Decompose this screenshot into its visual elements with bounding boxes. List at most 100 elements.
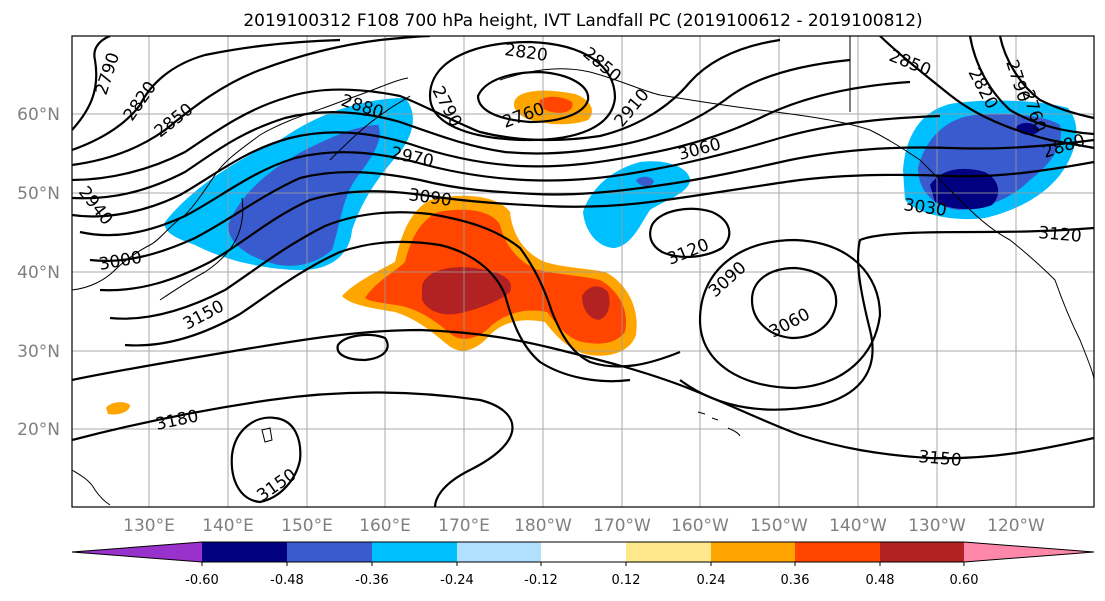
contour-east-2790 <box>998 36 1094 120</box>
lat-label: 20°N <box>17 420 60 440</box>
hawaii <box>697 411 741 437</box>
lon-label: 150°W <box>750 516 808 536</box>
positive-anomaly-central-max <box>422 267 511 315</box>
contour-label: 2850 <box>886 46 934 81</box>
colorbar-ticks <box>201 562 965 566</box>
longitude-labels: 130°E 140°E 150°E 160°E 170°E 180°W 170°… <box>123 516 1045 536</box>
colorbar-tick-label: 0.24 <box>697 573 726 588</box>
contour-low-north-2 <box>428 40 617 142</box>
contour-2790-west <box>72 36 111 131</box>
contour-east-2850 <box>879 36 1094 150</box>
map-panel: 2790 2820 2850 2880 2790 2760 2820 2850 … <box>72 36 1094 507</box>
colorbar-segment <box>626 542 711 562</box>
contour-3090-center <box>124 240 631 383</box>
negative-anomaly-mid-core <box>636 176 654 187</box>
contour-2970 <box>79 114 941 237</box>
positive-anomaly-south <box>106 402 130 415</box>
contour-label: 2970 <box>389 143 435 172</box>
colorbar-segment <box>541 542 626 562</box>
lon-label: 150°E <box>281 516 333 536</box>
colorbar-tick-label: 0.60 <box>950 573 979 588</box>
contour-2940 <box>72 80 911 218</box>
contour-label: 3000 <box>97 248 143 275</box>
graticule <box>72 36 1094 507</box>
contour-3090-low <box>698 238 882 390</box>
latitude-labels: 60°N 50°N 40°N 30°N 20°N <box>17 105 60 440</box>
shaded-field <box>106 90 1077 415</box>
colorbar-tick-label: 0.12 <box>612 573 641 588</box>
japan-coast <box>159 197 244 301</box>
lon-label: 160°W <box>671 516 729 536</box>
map-frame <box>71 35 1095 508</box>
philippines <box>72 469 111 506</box>
lon-label: 170°E <box>438 516 490 536</box>
positive-anomaly-central-max2 <box>582 286 610 320</box>
colorbar-tick-label: 0.36 <box>781 573 810 588</box>
contour-label: 3120 <box>664 235 712 270</box>
contour-label: 3150 <box>918 447 963 471</box>
colorbar-extend-max <box>964 542 1094 562</box>
asia-coast <box>72 77 409 291</box>
colorbar-segment <box>795 542 880 562</box>
contour-label: 2850 <box>151 100 197 142</box>
colorbar-segment <box>202 542 287 562</box>
kamchatka-coast <box>329 95 411 161</box>
contour-label: 3150 <box>180 296 228 334</box>
lon-label: 120°W <box>987 516 1045 536</box>
colorbar-tick-label: 0.48 <box>866 573 895 588</box>
contour-low-north <box>476 70 590 124</box>
lon-label: 140°E <box>202 516 254 536</box>
contour-label: 2820 <box>503 40 549 66</box>
colorbar-segment <box>711 542 795 562</box>
contour-3120-east <box>679 226 1094 411</box>
lat-label: 50°N <box>17 184 60 204</box>
contour-small-ring <box>336 333 389 362</box>
contour-3180 <box>72 391 514 507</box>
lon-label: 130°W <box>908 516 966 536</box>
colorbar-segment <box>372 542 457 562</box>
contour-3120-ring <box>649 207 731 259</box>
colorbar-tick-label: -0.60 <box>185 573 219 588</box>
lat-label: 40°N <box>17 263 60 283</box>
colorbar: -0.60 -0.48 -0.36 -0.24 -0.12 0.12 0.24 … <box>71 541 1095 588</box>
contour-east-2820 <box>968 36 1094 136</box>
contour-3060-low <box>750 266 838 340</box>
negative-anomaly-west-core <box>228 125 380 266</box>
colorbar-tick-label: -0.12 <box>524 573 558 588</box>
lat-label: 60°N <box>17 105 60 125</box>
contour-label: 3090 <box>407 185 453 211</box>
coastlines <box>72 36 1094 506</box>
colorbar-segment <box>287 542 372 562</box>
positive-anomaly-north-core <box>539 96 573 113</box>
contour-3060 <box>109 211 681 368</box>
contour-label: 2790 <box>92 50 124 97</box>
colorbar-segment <box>880 542 964 562</box>
contour-label: 3150 <box>253 465 300 506</box>
contour-label: 2790 <box>428 83 466 131</box>
contour-3150 <box>72 328 1094 460</box>
contour-label: 3120 <box>1038 223 1083 247</box>
contour-2820-west <box>72 38 341 152</box>
colorbar-extend-min <box>72 542 202 562</box>
contour-label: 3180 <box>154 406 200 435</box>
contour-label: 2940 <box>74 183 116 229</box>
negative-anomaly-east-deep <box>930 168 999 210</box>
contour-3000 <box>89 138 1094 262</box>
colorbar-tick-label: -0.36 <box>355 573 389 588</box>
lon-label: 170°W <box>593 516 651 536</box>
lon-label: 140°W <box>829 516 887 536</box>
lon-label: 180°W <box>514 516 572 536</box>
map-title: 2019100312 F108 700 hPa height, IVT Land… <box>243 11 922 31</box>
lon-label: 130°E <box>123 516 175 536</box>
contour-2880 <box>72 38 781 182</box>
contour-2910 <box>72 58 851 200</box>
contour-2850-west <box>72 36 431 167</box>
height-contours <box>72 36 1094 507</box>
contour-3150-south <box>230 416 302 504</box>
contour-label: 2850 <box>579 44 625 87</box>
colorbar-tick-label: -0.48 <box>270 573 304 588</box>
contour-3030 <box>99 160 1094 292</box>
lat-label: 30°N <box>17 342 60 362</box>
colorbar-tick-label: -0.24 <box>440 573 474 588</box>
